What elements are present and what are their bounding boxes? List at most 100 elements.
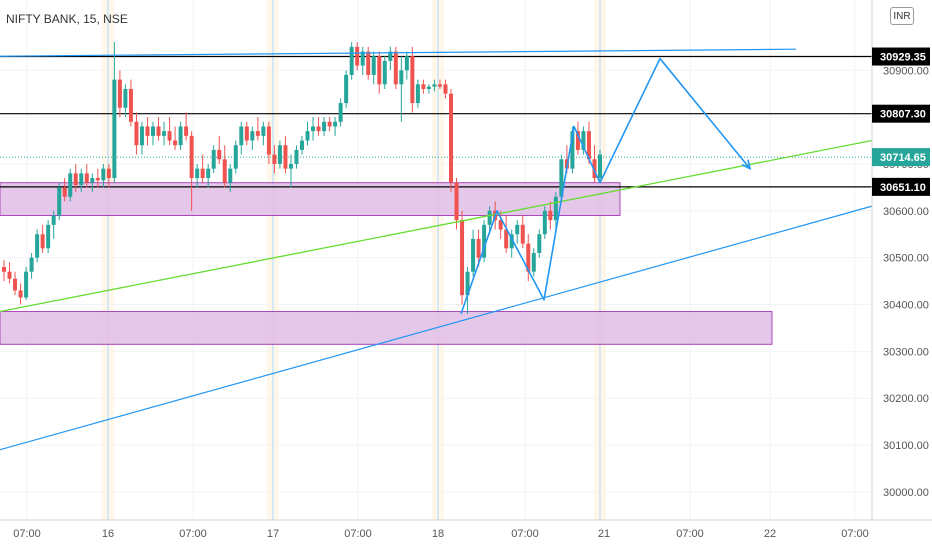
candle-body: [592, 159, 597, 179]
x-tick-label: 07:00: [841, 528, 869, 540]
candle-body: [79, 173, 84, 186]
candle-body: [7, 271, 12, 279]
candle-body: [266, 126, 271, 155]
candle-body: [189, 135, 194, 179]
candle-body: [57, 187, 62, 216]
candle-body: [586, 131, 591, 160]
candle-body: [13, 278, 18, 291]
price-tag-label: 30929.35: [880, 52, 926, 64]
candle-body: [421, 84, 426, 90]
candle-body: [311, 126, 316, 132]
candle-body: [73, 173, 78, 186]
candle-body: [200, 168, 205, 179]
price-tag: [872, 104, 930, 123]
x-tick-label: 07:00: [511, 528, 539, 540]
candle-body: [487, 210, 492, 225]
candle-body: [399, 70, 404, 85]
candle-body: [542, 210, 547, 235]
candle-body: [244, 126, 249, 141]
candle-body: [128, 89, 133, 122]
candle-body: [255, 131, 260, 136]
top-trend-line: [0, 48, 797, 57]
candle-body: [344, 74, 349, 104]
candle-body: [476, 238, 481, 258]
candle-body: [145, 126, 150, 136]
support-zones: [0, 182, 773, 345]
candle-body: [173, 140, 178, 146]
candle-body: [261, 126, 266, 136]
candle-body: [404, 56, 409, 71]
candle-body: [581, 131, 586, 150]
x-tick-label: 18: [432, 528, 444, 540]
candle-body: [206, 168, 211, 179]
candle-body: [366, 51, 371, 75]
candle-body: [316, 126, 321, 132]
candle-body: [134, 121, 139, 146]
candle-body: [388, 51, 393, 61]
candle-body: [531, 252, 536, 272]
candle-body: [195, 168, 200, 179]
candle-body: [305, 131, 310, 141]
candle-body: [537, 234, 542, 253]
candle-body: [377, 56, 382, 85]
candle-body: [211, 149, 216, 169]
price-tag: [872, 47, 930, 66]
candle-body: [415, 84, 420, 104]
candle-body: [570, 131, 575, 169]
x-tick-label: 07:00: [13, 528, 41, 540]
candle-body: [504, 229, 509, 249]
y-tick-label: 30200.00: [883, 393, 929, 405]
candle-body: [162, 131, 167, 136]
x-tick-label: 07:00: [676, 528, 704, 540]
candle-body: [426, 86, 431, 90]
candle-body: [598, 154, 602, 179]
x-tick-label: 21: [598, 528, 610, 540]
y-tick-label: 30500.00: [883, 253, 929, 265]
candle-body: [51, 215, 56, 225]
candle-body: [156, 126, 161, 136]
y-tick-label: 30300.00: [883, 346, 929, 358]
candle-body: [233, 145, 238, 169]
time-axis[interactable]: 07:00 16 07:00 17 07:00 18 07:00 21 07:00 22 07:00: [0, 519, 932, 540]
currency-badge[interactable]: INR: [890, 7, 914, 25]
candle-body: [437, 84, 442, 87]
candle-body: [355, 46, 360, 66]
candle-body: [515, 224, 520, 235]
candle-body: [382, 60, 387, 85]
candle-body: [283, 145, 288, 169]
candle-body: [178, 126, 183, 146]
candle-body: [460, 220, 465, 296]
price-tag-label: 30714.65: [880, 152, 926, 164]
candle-body: [526, 243, 531, 272]
candle-body: [349, 46, 354, 75]
candle-body: [117, 79, 122, 108]
candle-body: [465, 271, 470, 296]
candle-body: [322, 121, 327, 132]
candle-body: [327, 121, 332, 127]
candle-body: [35, 234, 40, 258]
candle-body: [46, 224, 51, 249]
candle-body: [575, 131, 580, 150]
candle-body: [112, 79, 117, 179]
candle-body: [559, 159, 564, 197]
candle-body: [454, 182, 459, 221]
price-axis[interactable]: 30000.00 30100.00 30200.00 30300.00 30400.00…: [871, 0, 929, 520]
green-trend-line: [0, 139, 873, 313]
candle-body: [277, 145, 282, 164]
lower-support-zone: [0, 311, 773, 345]
candle-body: [471, 238, 476, 272]
x-tick-label: 16: [102, 528, 114, 540]
candle-body: [333, 121, 338, 127]
symbol-title: NIFTY BANK, 15, NSE: [6, 12, 128, 26]
x-tick-label: 17: [267, 528, 279, 540]
candle-body: [250, 131, 255, 141]
trend-lines: [0, 48, 873, 451]
projection-path: [460, 57, 752, 315]
candle-body: [139, 126, 144, 146]
candle-body: [300, 140, 304, 150]
session-breaks: [102, 0, 606, 520]
candle-body: [123, 89, 128, 108]
y-tick-label: 30600.00: [883, 206, 929, 218]
candle-body: [101, 168, 106, 181]
